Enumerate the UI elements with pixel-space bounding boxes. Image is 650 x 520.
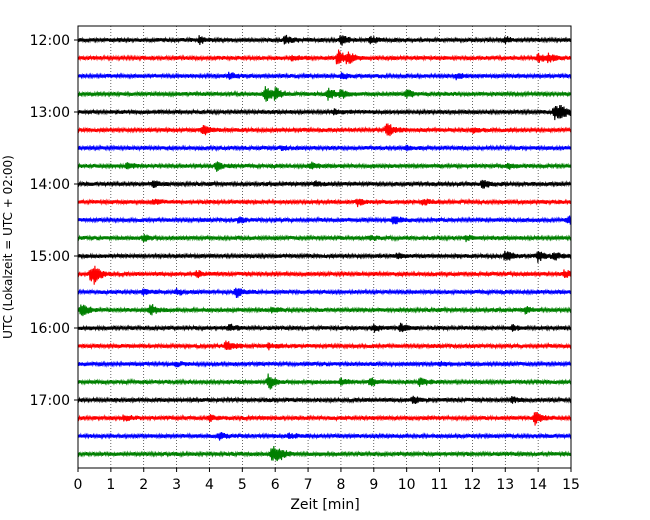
x-tick-label: 3 [172, 477, 181, 493]
y-tick-label: 13:00 [30, 105, 70, 121]
x-tick-label: 1 [106, 477, 115, 493]
trace-line [77, 179, 572, 189]
trace-line [77, 161, 572, 172]
x-tick-label: 2 [139, 477, 148, 493]
trace-line [77, 71, 572, 81]
x-tick-label: 5 [238, 477, 247, 493]
x-tick-label: 8 [336, 477, 345, 493]
trace-line [77, 432, 572, 441]
x-tick-label: 9 [369, 477, 378, 493]
x-tick-label: 7 [304, 477, 313, 493]
seismic-traces [77, 34, 572, 462]
x-tick-label: 6 [271, 477, 280, 493]
trace-line [77, 104, 572, 121]
x-tick-label: 11 [431, 477, 449, 493]
x-tick-label: 14 [529, 477, 547, 493]
x-tick-label: 0 [74, 477, 83, 493]
x-tick-label: 10 [398, 477, 416, 493]
y-tick-label: 17:00 [30, 393, 70, 409]
x-axis-ticks: 0 1 2 3 4 5 6 7 8 9 10 11 12 13 14 15 [74, 468, 580, 493]
plot-background [78, 26, 571, 468]
trace-line [77, 287, 572, 299]
trace-line [77, 340, 572, 351]
trace-line [77, 215, 572, 225]
trace-line [77, 34, 572, 46]
trace-line [77, 49, 572, 65]
trace-line [77, 322, 572, 333]
y-axis-label: UTC (Lokalzeit = UTC + 02:00) [1, 155, 15, 339]
y-tick-label: 14:00 [30, 177, 70, 193]
trace-line [77, 265, 572, 285]
plot-frame [77, 25, 572, 469]
trace-line [77, 360, 572, 368]
trace-line [77, 411, 572, 426]
y-tick-label: 16:00 [30, 321, 70, 337]
x-tick-label: 4 [205, 477, 214, 493]
x-tick-label: 13 [496, 477, 514, 493]
trace-line [77, 445, 572, 462]
y-tick-label: 15:00 [30, 249, 70, 265]
trace-line [77, 144, 572, 152]
trace-line [77, 86, 572, 102]
trace-line [77, 123, 572, 137]
trace-line [77, 250, 572, 263]
trace-line [77, 198, 572, 208]
trace-line [77, 233, 572, 243]
y-tick-label: 12:00 [30, 33, 70, 49]
x-axis-label: Zeit [min] [290, 497, 359, 513]
trace-line [77, 304, 572, 317]
y-axis-ticks: 12:00 13:00 14:00 15:00 16:00 17:00 [30, 33, 78, 409]
trace-line [77, 395, 572, 405]
x-tick-label: 15 [562, 477, 580, 493]
trace-line [77, 373, 572, 390]
x-tick-label: 12 [463, 477, 481, 493]
